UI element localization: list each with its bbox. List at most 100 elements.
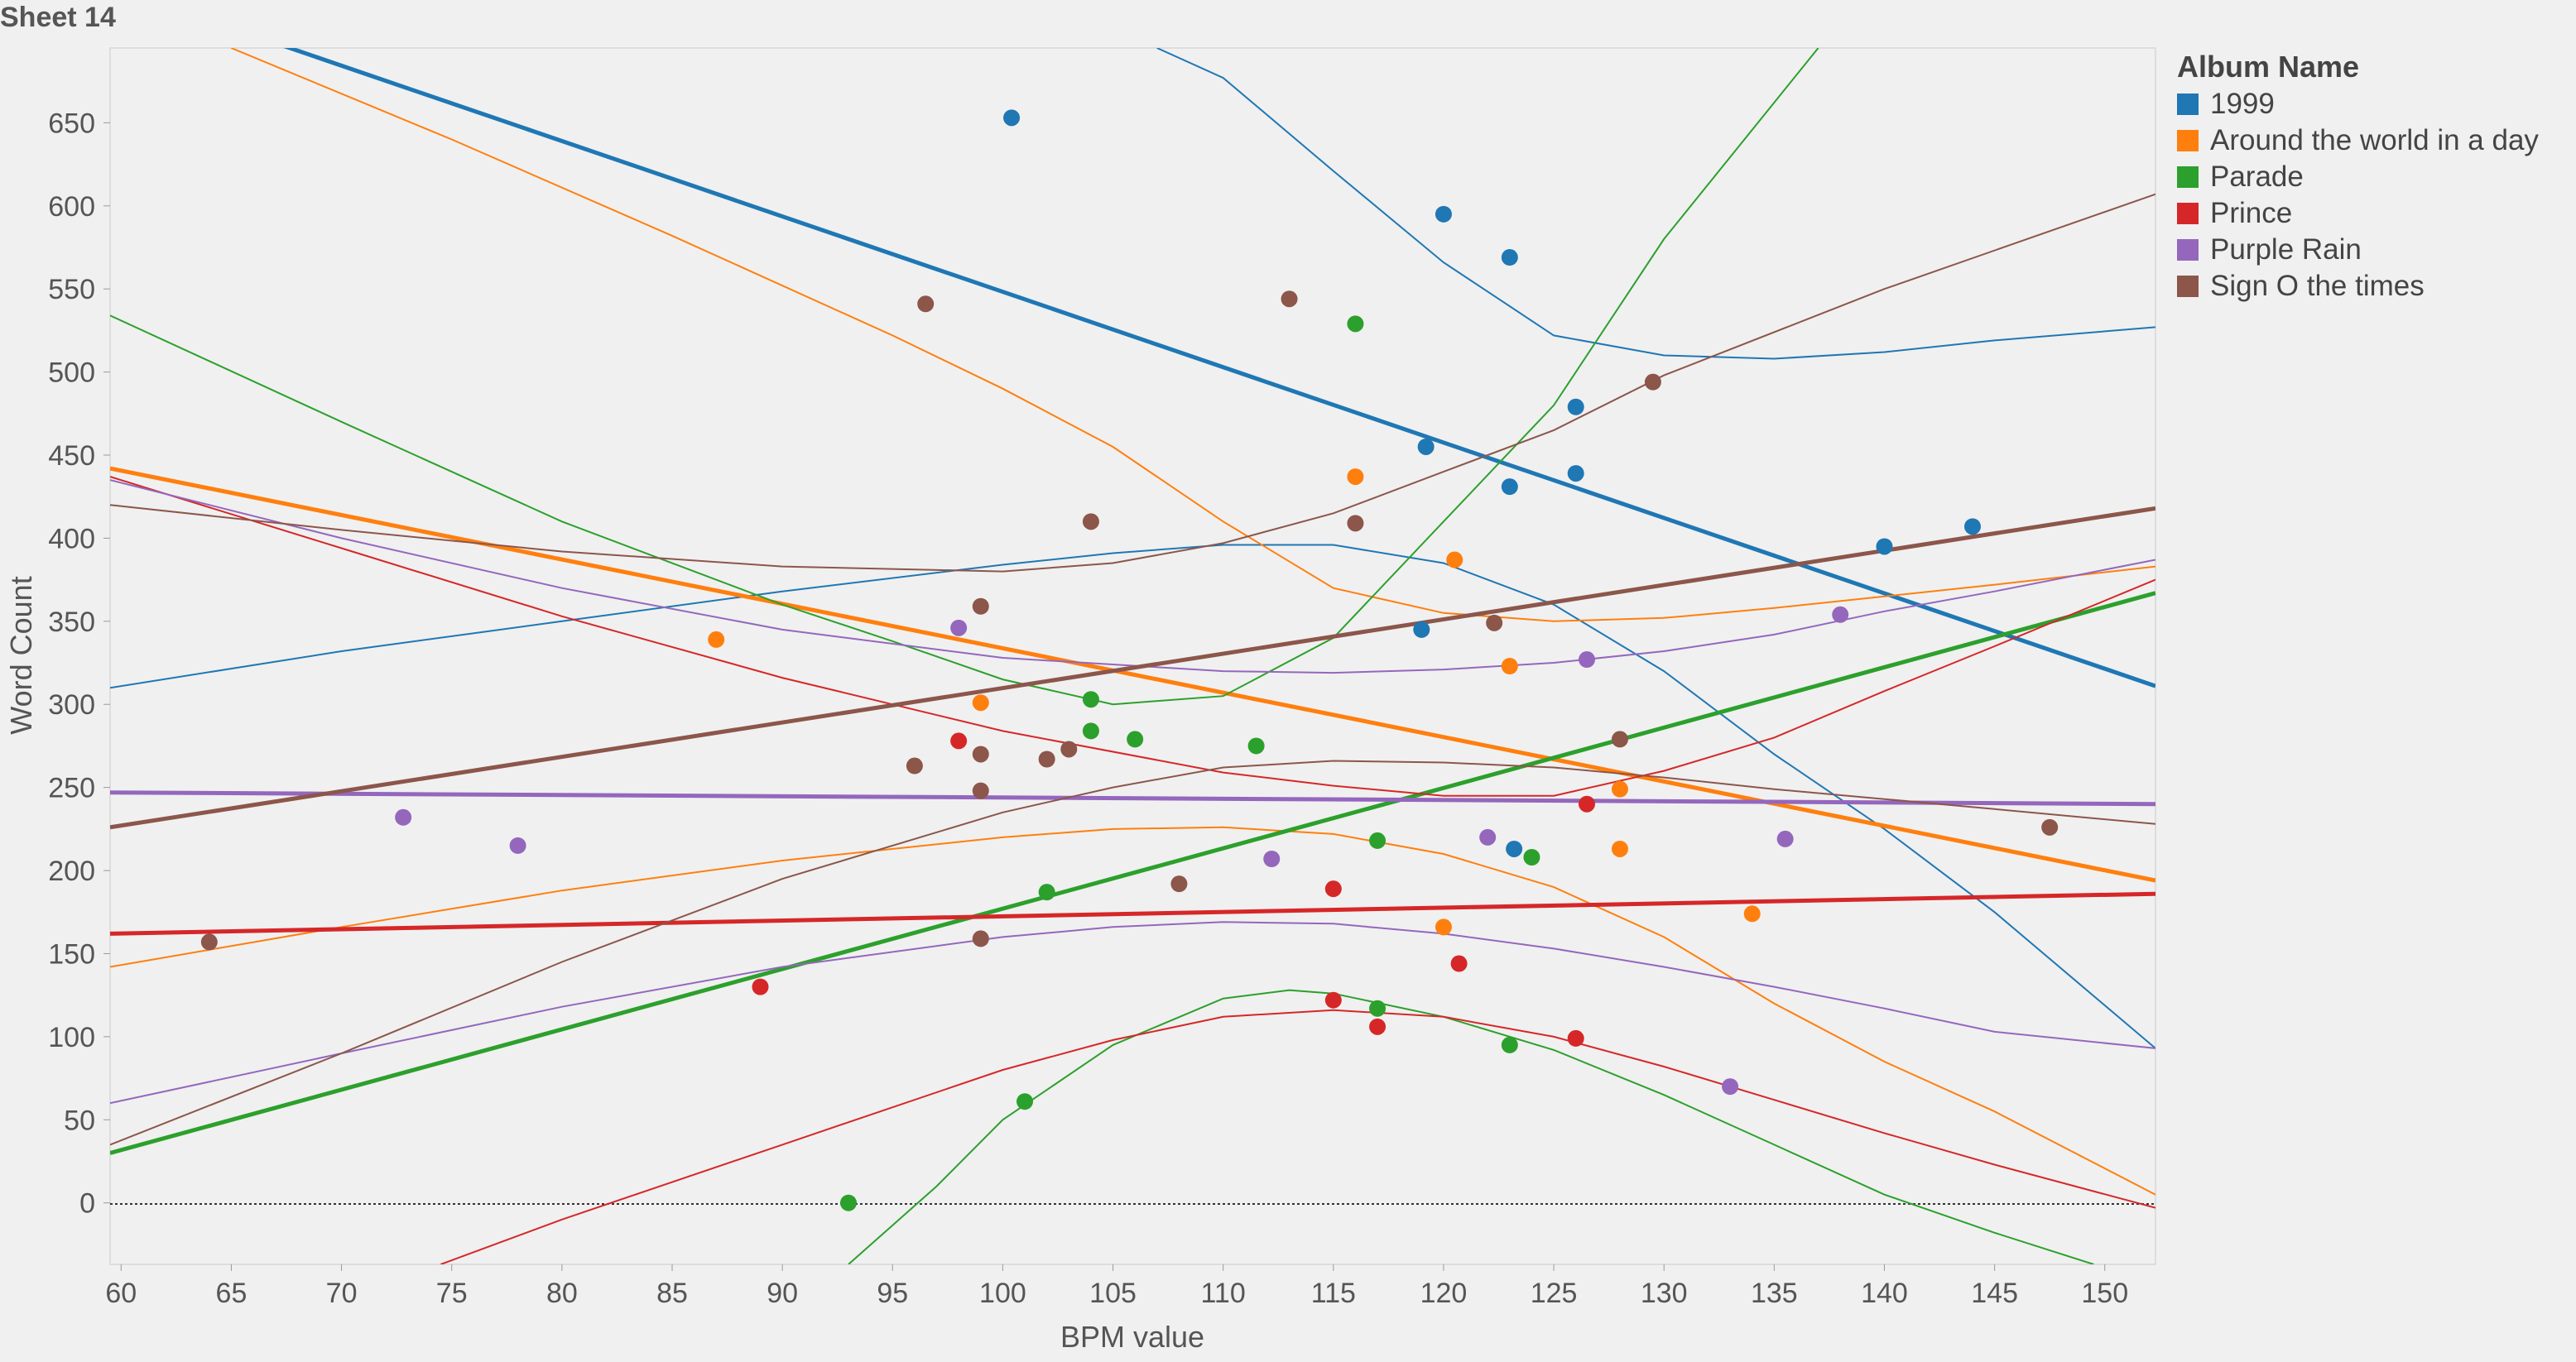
data-point-sign-o-the-times[interactable] [1347,515,1364,532]
data-point-sign-o-the-times[interactable] [1082,513,1099,530]
data-point-parade[interactable] [1127,731,1144,748]
data-point-1999[interactable] [1435,205,1452,223]
data-point-around-the-world-in-a-day[interactable] [1501,658,1518,675]
x-tick-label: 115 [1311,1278,1356,1309]
trend-curve-around-the-world-in-a-day [231,48,2155,622]
data-point-parade[interactable] [1247,737,1265,755]
y-tick-label: 600 [48,191,95,223]
data-point-sign-o-the-times[interactable] [1060,741,1078,758]
data-point-parade[interactable] [1347,315,1364,333]
legend-swatch [2177,239,2199,261]
legend-swatch [2177,166,2199,188]
x-tick-label: 125 [1531,1278,1578,1309]
data-point-around-the-world-in-a-day[interactable] [1611,840,1628,857]
data-point-sign-o-the-times[interactable] [972,782,989,799]
data-point-purple-rain[interactable] [1722,1078,1739,1096]
data-point-sign-o-the-times[interactable] [2041,818,2059,836]
data-point-sign-o-the-times[interactable] [1170,875,1188,893]
x-tick-label: 60 [105,1278,137,1309]
data-point-1999[interactable] [1003,109,1021,127]
x-tick-label: 140 [1861,1278,1908,1309]
data-point-purple-rain[interactable] [1832,606,1849,623]
y-tick-label: 300 [48,689,95,721]
data-point-parade[interactable] [1369,832,1387,849]
data-point-purple-rain[interactable] [395,808,412,826]
data-point-prince[interactable] [1324,991,1342,1009]
data-point-purple-rain[interactable] [1579,651,1596,669]
data-point-sign-o-the-times[interactable] [1611,731,1628,748]
trend-line-prince [110,891,2155,936]
y-axis: 0 50 100 150 200 250 300 350 400 450 500 550 600 650 [48,108,110,1220]
trend-line-sign-o-the-times [110,506,2155,830]
data-point-1999[interactable] [1876,538,1893,555]
data-point-prince[interactable] [950,732,968,750]
x-tick-label: 105 [1089,1278,1137,1309]
data-point-purple-rain[interactable] [509,837,526,854]
data-point-1999[interactable] [1417,438,1435,455]
legend-item-purple-rain[interactable]: Purple Rain [2177,232,2539,268]
trend-line-1999 [283,48,2155,688]
data-point-prince[interactable] [1567,1029,1584,1047]
data-point-sign-o-the-times[interactable] [200,933,218,951]
data-point-parade[interactable] [840,1194,858,1211]
data-point-around-the-world-in-a-day[interactable] [708,631,725,648]
data-point-purple-rain[interactable] [950,619,968,636]
legend-label: Prince [2210,197,2293,229]
legend-item-1999[interactable]: 1999 [2177,86,2539,122]
data-point-sign-o-the-times[interactable] [1486,614,1503,631]
data-point-sign-o-the-times[interactable] [906,757,923,775]
plot-area [109,47,2156,1265]
trend-lines [110,48,2155,1264]
data-point-prince[interactable] [1450,955,1468,972]
data-point-around-the-world-in-a-day[interactable] [1446,551,1463,568]
data-point-parade[interactable] [1082,722,1099,740]
data-point-parade[interactable] [1501,1036,1518,1053]
data-point-purple-rain[interactable] [1263,851,1281,867]
legend-swatch [2177,130,2199,151]
legend-item-sign-o-the-times[interactable]: Sign O the times [2177,268,2539,305]
data-point-around-the-world-in-a-day[interactable] [1347,468,1364,486]
data-point-1999[interactable] [1413,621,1430,638]
data-point-prince[interactable] [1579,795,1596,813]
data-point-parade[interactable] [1038,884,1055,901]
data-point-prince[interactable] [1324,880,1342,898]
data-point-around-the-world-in-a-day[interactable] [972,694,989,712]
data-point-around-the-world-in-a-day[interactable] [1743,905,1761,923]
x-tick-label: 130 [1641,1278,1688,1309]
data-point-purple-rain[interactable] [1776,830,1794,847]
data-point-parade[interactable] [1016,1093,1034,1110]
data-point-1999[interactable] [1963,518,1981,535]
data-point-prince[interactable] [752,978,769,995]
legend-item-around-the-world-in-a-day[interactable]: Around the world in a day [2177,122,2539,159]
data-point-sign-o-the-times[interactable] [972,930,989,947]
trend-curve-sign-o-the-times [110,193,2155,573]
legend-label: 1999 [2210,88,2275,120]
data-point-sign-o-the-times[interactable] [972,597,989,615]
legend-label: Purple Rain [2210,233,2362,266]
data-point-sign-o-the-times[interactable] [1038,751,1055,768]
data-point-prince[interactable] [1369,1018,1387,1035]
data-point-around-the-world-in-a-day[interactable] [1435,918,1452,936]
data-point-purple-rain[interactable] [1479,828,1497,846]
data-point-parade[interactable] [1369,1000,1387,1017]
data-point-1999[interactable] [1506,840,1523,857]
legend-label: Parade [2210,161,2304,193]
data-point-sign-o-the-times[interactable] [972,746,989,763]
data-point-sign-o-the-times[interactable] [917,295,935,313]
x-tick-label: 90 [767,1278,798,1309]
data-point-1999[interactable] [1567,398,1584,415]
data-point-sign-o-the-times[interactable] [1644,373,1661,391]
legend-item-parade[interactable]: Parade [2177,159,2539,195]
legend-label: Sign O the times [2210,270,2425,302]
data-point-parade[interactable] [1082,691,1099,708]
data-point-sign-o-the-times[interactable] [1281,290,1298,308]
legend-item-prince[interactable]: Prince [2177,195,2539,232]
y-tick-label: 150 [48,938,95,970]
data-point-1999[interactable] [1567,465,1584,482]
data-point-1999[interactable] [1501,249,1518,266]
data-point-around-the-world-in-a-day[interactable] [1611,780,1628,798]
trend-curve-sign-o-the-times [110,760,2155,1146]
data-point-parade[interactable] [1523,848,1540,866]
data-point-1999[interactable] [1501,478,1518,496]
y-tick-label: 100 [48,1022,95,1053]
